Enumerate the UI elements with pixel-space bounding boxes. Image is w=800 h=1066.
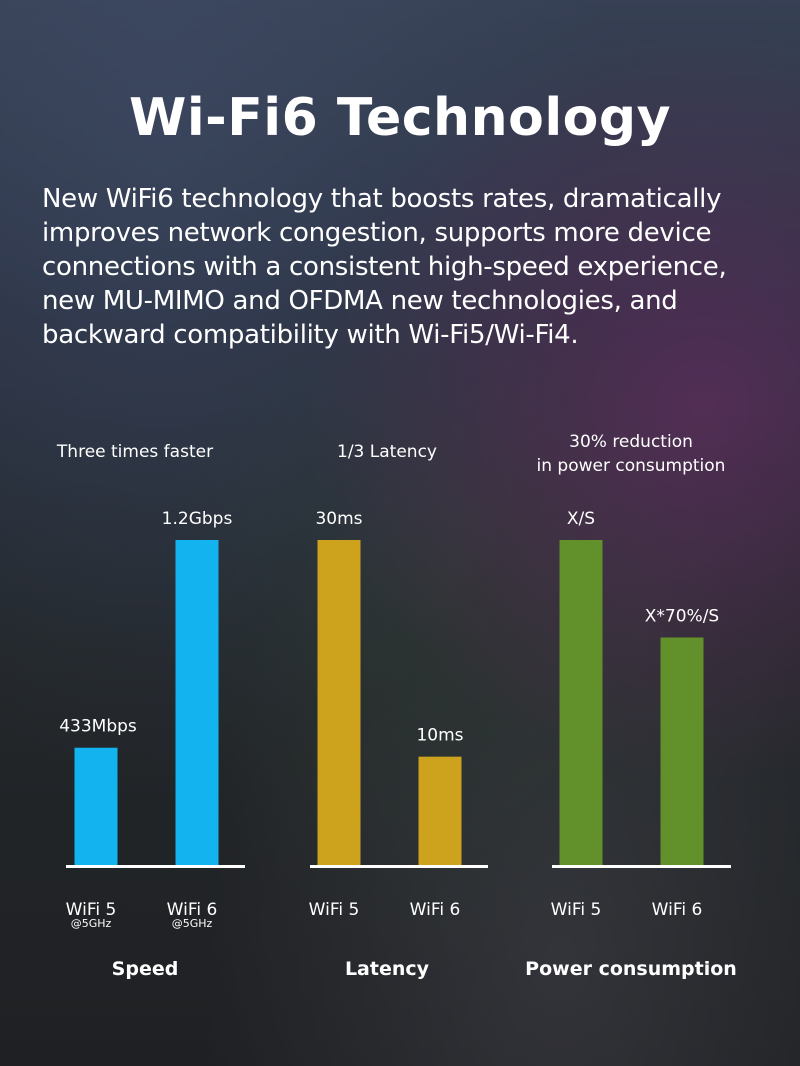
- speed-value-label: 1.2Gbps: [162, 509, 233, 529]
- speed-category-note: @5GHz: [71, 917, 112, 930]
- power-consumption-subtitle: in power consumption: [537, 456, 726, 476]
- latency-value-label: 10ms: [416, 726, 463, 746]
- speed-category-label: WiFi 6: [167, 900, 218, 920]
- power-consumption-bar-wifi5: [559, 540, 603, 865]
- power-consumption-category-label: WiFi 6: [652, 900, 703, 920]
- speed-category-label: WiFi 5: [66, 900, 117, 920]
- latency-value-label: 30ms: [315, 509, 362, 529]
- power-consumption-chart-title: Power consumption: [525, 958, 737, 980]
- latency-category-label: WiFi 5: [309, 900, 360, 920]
- page-title: Wi-Fi6 Technology: [129, 88, 671, 148]
- power-consumption-value-label: X/S: [567, 509, 595, 529]
- latency-chart-title: Latency: [345, 958, 430, 980]
- speed-chart-title: Speed: [112, 958, 179, 980]
- power-consumption-subtitle: 30% reduction: [569, 432, 693, 452]
- latency-subtitle: 1/3 Latency: [337, 442, 437, 462]
- speed-value-label: 433Mbps: [59, 717, 137, 737]
- latency-category-label: WiFi 6: [410, 900, 461, 920]
- power-consumption-bar-wifi6: [660, 637, 704, 865]
- speed-bar-wifi6: [175, 540, 219, 865]
- speed-bar-wifi5: [74, 747, 118, 865]
- power-consumption-category-label: WiFi 5: [551, 900, 602, 920]
- latency-bar-wifi5: [317, 540, 361, 865]
- speed-category-note: @5GHz: [172, 917, 213, 930]
- power-consumption-value-label: X*70%/S: [645, 607, 719, 627]
- speed-subtitle: Three times faster: [56, 442, 213, 462]
- page-description: New WiFi6 technology that boosts rates, …: [42, 184, 727, 350]
- latency-bar-wifi6: [418, 756, 462, 865]
